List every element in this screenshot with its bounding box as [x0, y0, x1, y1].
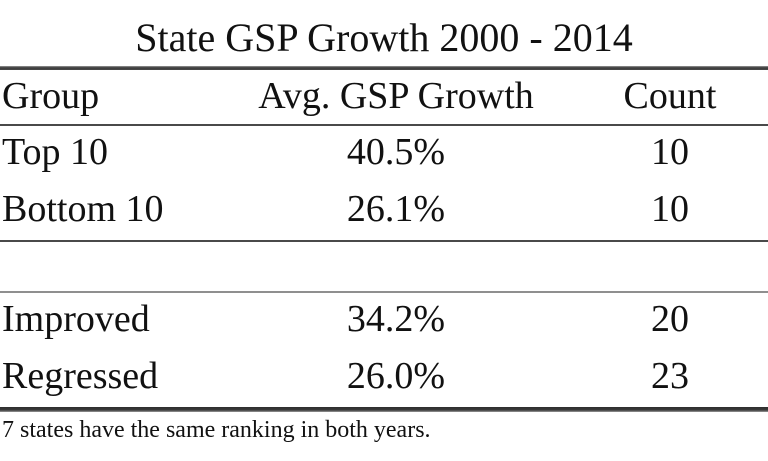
row-growth-value: 26.0% [346, 355, 446, 397]
title-rule [0, 66, 768, 70]
header-rule [0, 124, 768, 126]
table-bottom-rule [0, 407, 768, 412]
row-count-value: 20 [651, 298, 689, 340]
row-count-value: 23 [651, 355, 689, 397]
table-title: State GSP Growth 2000 - 2014 [135, 15, 633, 60]
header-group: Group [2, 75, 100, 117]
section-gap [0, 242, 768, 291]
table-header-row: Group Avg. GSP Growth Count [0, 70, 768, 124]
table-row-improved: Improved 34.2% 20 [0, 293, 768, 350]
section-two-top-rule [0, 291, 768, 293]
table-row-top10: Top 10 40.5% 10 [0, 126, 768, 183]
row-group-label: Regressed [2, 355, 159, 397]
row-growth-value: 26.1% [346, 188, 446, 230]
section-one-bottom-rule [0, 240, 768, 242]
row-growth-value: 34.2% [346, 298, 446, 340]
table-row-regressed: Regressed 26.0% 23 [0, 350, 768, 407]
row-count-value: 10 [651, 188, 689, 230]
table-footnote: 7 states have the same ranking in both y… [2, 417, 431, 443]
header-growth: Avg. GSP Growth [258, 75, 534, 117]
row-group-label: Top 10 [2, 131, 109, 173]
table-row-bottom10: Bottom 10 26.1% 10 [0, 183, 768, 240]
row-group-label: Improved [2, 298, 150, 340]
row-group-label: Bottom 10 [2, 188, 164, 230]
row-count-value: 10 [651, 131, 689, 173]
row-growth-value: 40.5% [346, 131, 446, 173]
header-count: Count [623, 75, 717, 117]
